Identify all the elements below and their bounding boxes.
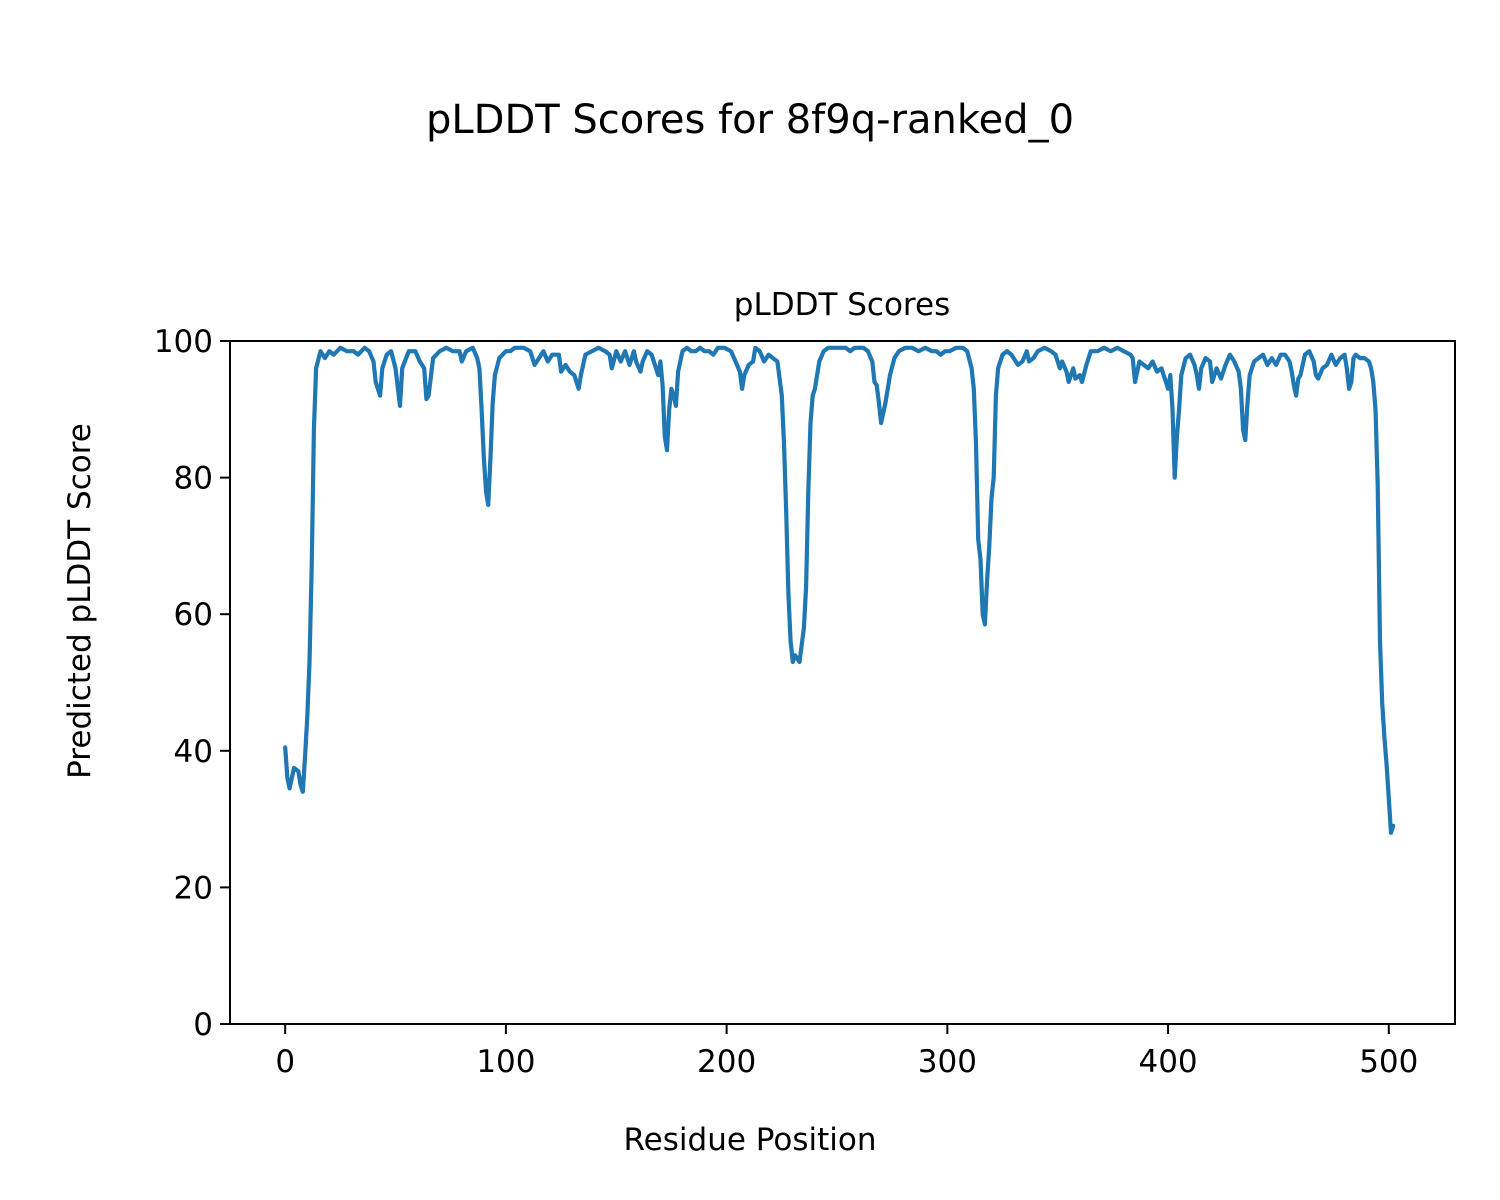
x-tick-label: 300 <box>918 1044 977 1080</box>
y-tick-label: 40 <box>174 734 213 770</box>
y-tick-label: 80 <box>174 461 213 497</box>
x-tick-label: 200 <box>697 1044 756 1080</box>
y-tick-label: 100 <box>154 324 213 360</box>
x-tick-label: 100 <box>476 1044 535 1080</box>
y-tick-label: 20 <box>174 870 213 906</box>
x-tick-label: 400 <box>1138 1044 1197 1080</box>
axes-title: pLDDT Scores <box>734 287 950 323</box>
axis-ticks: 0 100 200 300 400 500 0 20 40 60 80 100 <box>154 324 1419 1080</box>
y-tick-label: 0 <box>193 1007 213 1043</box>
x-tick-label: 0 <box>275 1044 295 1080</box>
x-axis-label: Residue Position <box>624 1122 877 1158</box>
x-tick-label: 500 <box>1359 1044 1418 1080</box>
y-axis-label: Predicted pLDDT Score <box>62 423 98 779</box>
figure-suptitle: pLDDT Scores for 8f9q-ranked_0 <box>426 97 1074 143</box>
pldt-series-line <box>283 345 1396 835</box>
plot-frame <box>229 340 1456 1025</box>
y-tick-label: 60 <box>174 597 213 633</box>
